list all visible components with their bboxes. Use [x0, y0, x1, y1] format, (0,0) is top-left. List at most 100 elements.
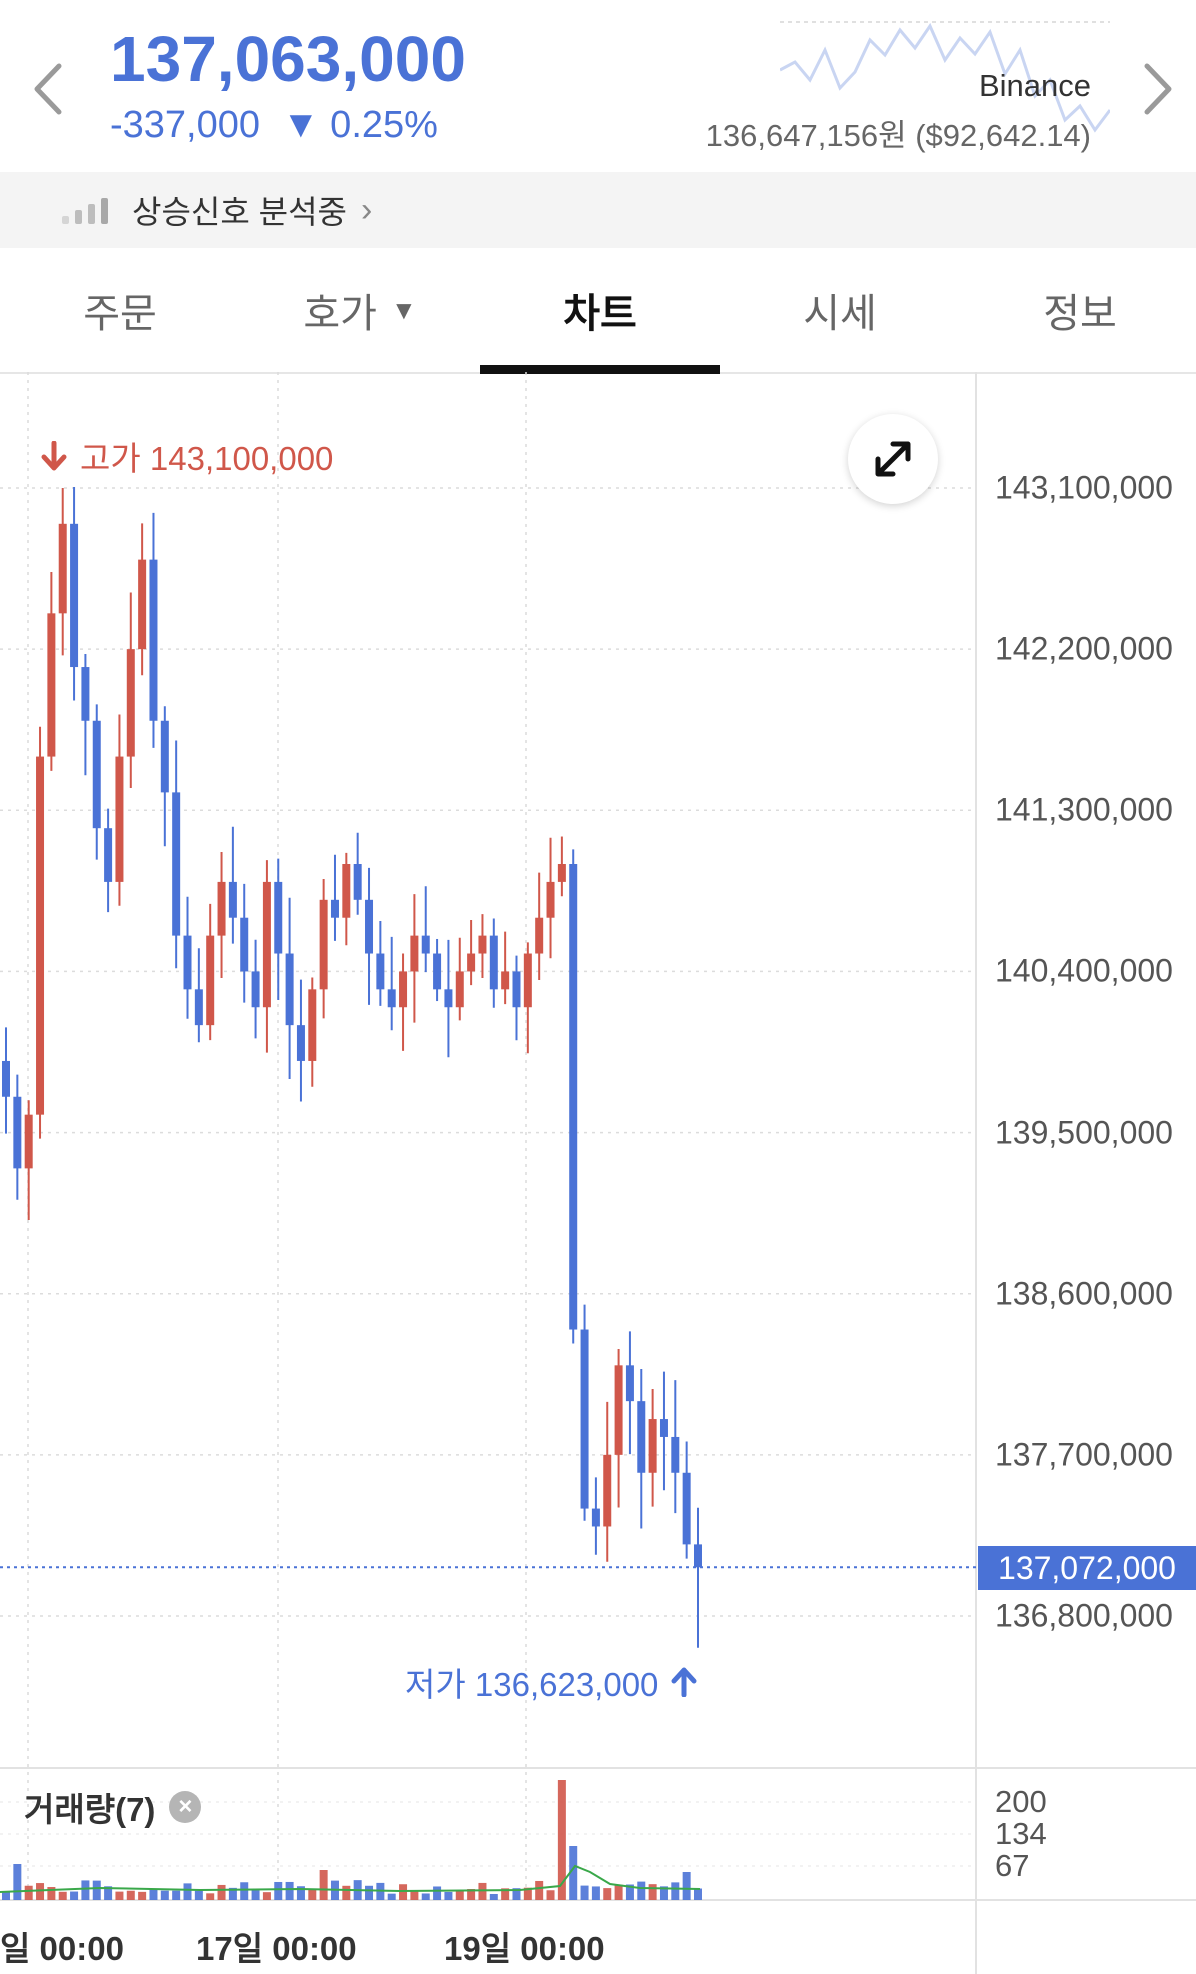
- candle-body: [2, 1060, 10, 1097]
- volume-bar: [546, 1890, 555, 1900]
- candle-body: [172, 792, 181, 936]
- tab-bar: 주문 호가 ▼ 차트 시세 정보: [0, 248, 1196, 374]
- volume-bar: [58, 1891, 67, 1900]
- candle-body: [353, 864, 362, 900]
- arrow-up-icon: [671, 1667, 697, 1697]
- candle-body: [251, 971, 260, 1008]
- fullscreen-button[interactable]: [848, 414, 938, 504]
- candle-body: [47, 613, 56, 757]
- volume-bar: [444, 1891, 453, 1900]
- volume-bar: [251, 1890, 260, 1900]
- candle-body: [262, 881, 271, 1008]
- x-tick-label: 일 00:00: [0, 1930, 124, 1967]
- candle-body: [228, 881, 237, 918]
- volume-bar: [160, 1890, 169, 1900]
- volume-bar: [228, 1887, 237, 1900]
- volume-indicator-title: 거래량(7) ×: [24, 1783, 202, 1831]
- volume-bar: [625, 1884, 634, 1900]
- candle-body: [512, 971, 521, 1008]
- exchange-price: 136,647,156원 ($92,642.14): [705, 118, 1091, 153]
- candle-body: [36, 756, 45, 1115]
- caret-down-icon: ▼: [390, 294, 417, 325]
- y-tick-label: 140,400,000: [995, 952, 1173, 989]
- candle-body: [13, 1096, 22, 1169]
- candlestick-chart[interactable]: [0, 372, 1196, 1974]
- candle-body: [296, 1025, 305, 1061]
- volume-bar: [149, 1889, 158, 1900]
- candle-body: [115, 756, 124, 882]
- candle-body: [194, 989, 203, 1026]
- close-icon[interactable]: ×: [169, 1791, 202, 1823]
- tab-label: 주문: [83, 292, 157, 336]
- volume-bar: [591, 1886, 600, 1900]
- candle-body: [58, 523, 67, 614]
- candle-body: [467, 953, 476, 972]
- candle-body: [421, 935, 430, 954]
- candle-body: [444, 989, 453, 1008]
- y-tick-label: 138,600,000: [995, 1275, 1173, 1312]
- volume-bar: [308, 1888, 317, 1900]
- tab-chart[interactable]: 차트: [480, 248, 720, 374]
- candle-body: [614, 1365, 623, 1455]
- current-price-badge: 137,072,000: [978, 1546, 1196, 1590]
- candle-body: [342, 864, 351, 918]
- volume-bar: [603, 1888, 612, 1900]
- candle-body: [240, 917, 249, 972]
- candle-body: [546, 881, 555, 918]
- volume-bar: [365, 1885, 374, 1900]
- candle-body: [682, 1472, 691, 1545]
- volume-bar: [24, 1885, 33, 1900]
- candle-body: [410, 935, 419, 972]
- candle-body: [70, 523, 79, 668]
- candle-body: [603, 1454, 612, 1527]
- volume-bar: [183, 1883, 192, 1900]
- signal-banner[interactable]: 상승신호 분석중 ›: [0, 172, 1196, 248]
- volume-title-text: 거래량(7): [24, 1791, 156, 1828]
- volume-bar: [172, 1890, 181, 1900]
- candle-body: [637, 1401, 646, 1473]
- tab-label: 차트: [563, 292, 637, 336]
- volume-bar: [13, 1864, 22, 1900]
- candle-body: [648, 1419, 657, 1473]
- x-tick-label: 17일 00:00: [196, 1930, 357, 1967]
- high-price-text: 고가 143,100,000: [80, 440, 334, 477]
- volume-tick-label: 200: [995, 1784, 1047, 1819]
- volume-bar: [2, 1892, 10, 1900]
- candle-body: [126, 649, 135, 757]
- candle-body: [308, 989, 317, 1061]
- y-tick-label: 136,800,000: [995, 1597, 1173, 1634]
- volume-bar: [467, 1889, 476, 1900]
- candle-body: [24, 1114, 33, 1169]
- candle-body: [149, 559, 158, 721]
- current-price: 137,063,000: [110, 23, 466, 95]
- candle-body: [489, 935, 498, 990]
- candle-body: [580, 1329, 589, 1509]
- candle-body: [92, 720, 101, 829]
- volume-bar: [557, 1780, 566, 1900]
- candle-body: [387, 989, 396, 1008]
- volume-bar: [342, 1885, 351, 1900]
- prev-coin-button[interactable]: [18, 44, 78, 134]
- volume-bar: [694, 1888, 702, 1900]
- tab-label: 호가: [303, 292, 377, 336]
- tab-market[interactable]: 시세: [720, 248, 960, 372]
- tab-label: 정보: [1043, 292, 1117, 336]
- candle-body: [557, 864, 566, 882]
- volume-bar: [614, 1884, 623, 1900]
- volume-bar: [319, 1870, 328, 1900]
- volume-tick-label: 134: [995, 1816, 1047, 1851]
- next-coin-button[interactable]: [1128, 44, 1188, 134]
- tab-orderbook[interactable]: 호가 ▼: [240, 248, 480, 372]
- volume-bar: [81, 1880, 90, 1900]
- tab-order[interactable]: 주문: [0, 248, 240, 372]
- y-tick-label: 139,500,000: [995, 1114, 1173, 1151]
- candle-body: [104, 828, 113, 882]
- candle-body: [81, 667, 90, 721]
- volume-bar: [104, 1886, 113, 1900]
- volume-bar: [512, 1888, 521, 1900]
- tab-info[interactable]: 정보: [960, 248, 1196, 372]
- volume-bar: [580, 1885, 589, 1900]
- expand-icon: [875, 441, 911, 477]
- candle-body: [399, 971, 408, 1008]
- volume-bar: [569, 1846, 578, 1900]
